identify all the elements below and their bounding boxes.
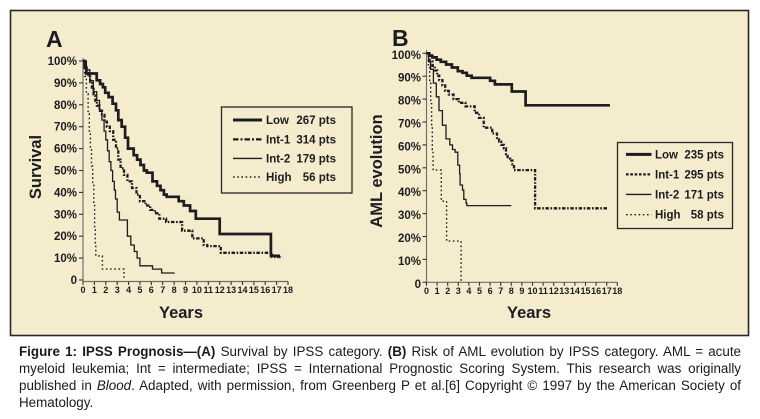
svg-text:Int-2: Int-2 xyxy=(655,189,679,201)
svg-text:2: 2 xyxy=(445,286,450,296)
svg-text:80%: 80% xyxy=(54,100,77,112)
svg-text:179 pts: 179 pts xyxy=(296,153,336,165)
svg-text:Low: Low xyxy=(266,115,289,127)
svg-text:6: 6 xyxy=(488,286,493,296)
svg-text:16: 16 xyxy=(591,286,601,296)
svg-text:0: 0 xyxy=(415,279,421,291)
svg-text:13: 13 xyxy=(226,285,236,295)
svg-text:Years: Years xyxy=(159,304,203,322)
svg-text:50%: 50% xyxy=(54,166,77,178)
svg-text:295 pts: 295 pts xyxy=(684,169,724,181)
svg-text:10%: 10% xyxy=(398,256,421,268)
svg-text:4: 4 xyxy=(126,285,131,295)
svg-text:50%: 50% xyxy=(398,164,421,176)
svg-text:Int-1: Int-1 xyxy=(266,134,291,146)
svg-text:40%: 40% xyxy=(54,187,77,199)
svg-text:0: 0 xyxy=(80,285,85,295)
svg-text:Int-2: Int-2 xyxy=(266,153,290,165)
svg-text:20%: 20% xyxy=(398,233,421,245)
svg-text:171 pts: 171 pts xyxy=(684,189,724,201)
svg-text:18: 18 xyxy=(612,286,622,296)
svg-text:14: 14 xyxy=(570,286,580,296)
svg-text:High: High xyxy=(266,172,292,184)
svg-text:0: 0 xyxy=(424,286,429,296)
svg-text:High: High xyxy=(655,210,681,222)
svg-text:0: 0 xyxy=(71,275,77,287)
svg-text:3: 3 xyxy=(456,286,461,296)
svg-text:1: 1 xyxy=(435,286,440,296)
svg-text:17: 17 xyxy=(272,285,282,295)
svg-text:10: 10 xyxy=(192,285,202,295)
svg-text:56 pts: 56 pts xyxy=(296,172,336,184)
svg-text:6: 6 xyxy=(149,285,154,295)
svg-text:5: 5 xyxy=(137,285,142,295)
svg-text:2: 2 xyxy=(103,285,108,295)
svg-text:12: 12 xyxy=(215,285,225,295)
svg-text:14: 14 xyxy=(237,285,247,295)
svg-text:A: A xyxy=(46,26,63,52)
svg-text:8: 8 xyxy=(172,285,177,295)
svg-text:15: 15 xyxy=(580,286,590,296)
svg-text:100%: 100% xyxy=(48,56,77,68)
svg-text:16: 16 xyxy=(260,285,270,295)
svg-text:314 pts: 314 pts xyxy=(296,134,336,146)
svg-text:30%: 30% xyxy=(54,209,77,221)
svg-text:Years: Years xyxy=(507,304,551,322)
svg-text:3: 3 xyxy=(115,285,120,295)
svg-text:11: 11 xyxy=(538,286,548,296)
svg-text:4: 4 xyxy=(466,286,471,296)
svg-text:15: 15 xyxy=(249,285,259,295)
svg-text:Int-1: Int-1 xyxy=(655,169,680,181)
svg-text:235 pts: 235 pts xyxy=(684,149,724,161)
svg-text:30%: 30% xyxy=(398,210,421,222)
svg-text:90%: 90% xyxy=(398,73,421,85)
svg-text:Low: Low xyxy=(655,149,678,161)
svg-text:267 pts: 267 pts xyxy=(296,115,336,127)
svg-text:7: 7 xyxy=(160,285,165,295)
svg-text:90%: 90% xyxy=(54,78,77,90)
svg-text:20%: 20% xyxy=(54,231,77,243)
svg-text:12: 12 xyxy=(549,286,559,296)
svg-text:Survival: Survival xyxy=(27,135,45,199)
svg-text:AML evolution: AML evolution xyxy=(368,114,386,227)
svg-text:11: 11 xyxy=(204,285,214,295)
svg-text:13: 13 xyxy=(559,286,569,296)
svg-text:17: 17 xyxy=(602,286,612,296)
svg-text:58 pts: 58 pts xyxy=(684,210,724,222)
svg-text:60%: 60% xyxy=(54,144,77,156)
svg-text:18: 18 xyxy=(283,285,293,295)
svg-text:60%: 60% xyxy=(398,141,421,153)
svg-text:80%: 80% xyxy=(398,96,421,108)
svg-text:5: 5 xyxy=(477,286,482,296)
svg-text:100%: 100% xyxy=(392,50,421,62)
svg-text:8: 8 xyxy=(509,286,514,296)
svg-text:B: B xyxy=(392,25,409,51)
svg-text:7: 7 xyxy=(498,286,503,296)
svg-text:70%: 70% xyxy=(398,119,421,131)
svg-text:1: 1 xyxy=(92,285,97,295)
svg-text:10: 10 xyxy=(527,286,537,296)
svg-text:40%: 40% xyxy=(398,187,421,199)
svg-text:9: 9 xyxy=(183,285,188,295)
svg-text:10%: 10% xyxy=(54,253,77,265)
svg-text:70%: 70% xyxy=(54,122,77,134)
svg-text:9: 9 xyxy=(519,286,524,296)
